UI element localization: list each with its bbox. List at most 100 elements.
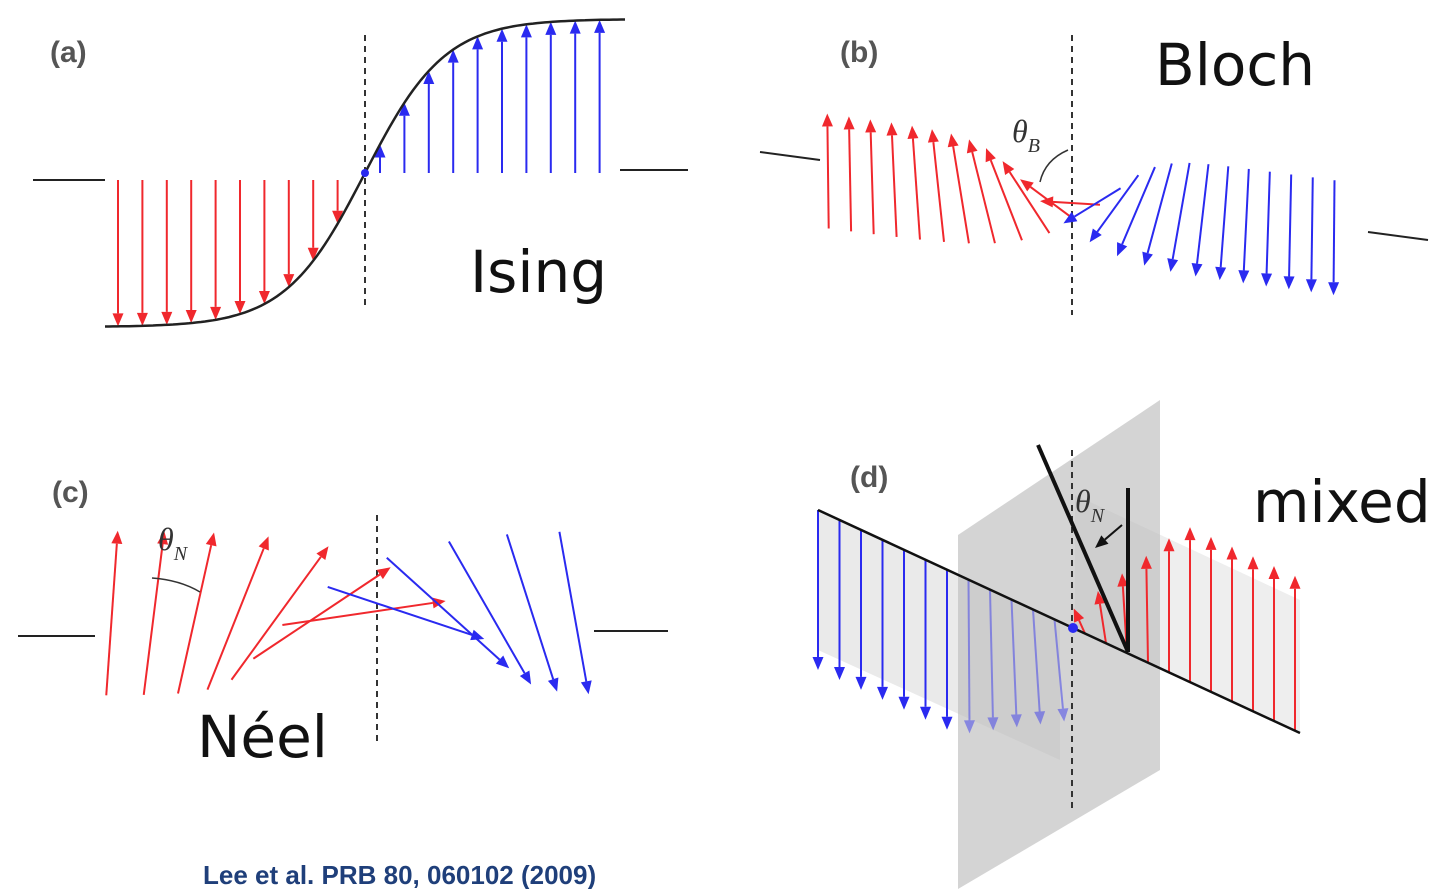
line <box>1332 180 1336 283</box>
angle-symbol: θ <box>158 521 174 557</box>
angle-subscript: N <box>1090 505 1106 527</box>
arrow-head <box>1117 573 1129 587</box>
line <box>1008 171 1051 234</box>
arrow-head <box>865 119 877 133</box>
citation: Lee et al. PRB 80, 060102 (2009) <box>203 860 596 889</box>
line <box>826 126 830 229</box>
arrow-head <box>821 113 833 127</box>
line <box>1036 444 1130 653</box>
line <box>1171 162 1191 260</box>
arrow-head <box>376 567 391 580</box>
arrow-head <box>941 716 953 730</box>
line <box>971 151 996 244</box>
panel-label: mixed <box>1253 468 1430 536</box>
line <box>1196 164 1210 264</box>
arrow-head <box>987 717 999 731</box>
arrow-head <box>1205 536 1217 550</box>
line <box>952 146 970 244</box>
line <box>1078 619 1086 634</box>
line <box>252 573 381 660</box>
line <box>848 129 853 232</box>
line <box>142 543 164 695</box>
arrow-head <box>947 133 959 148</box>
arrow-head <box>519 670 532 685</box>
line <box>1367 231 1429 241</box>
arrow-head <box>307 247 319 261</box>
arrow-head <box>185 310 197 324</box>
line <box>1052 200 1101 206</box>
angle-subscript: B <box>1028 135 1040 157</box>
line <box>911 138 921 240</box>
arrow-head <box>1247 556 1259 570</box>
arrow-head <box>1184 527 1196 541</box>
arrow-head <box>1305 279 1317 293</box>
arrow-head <box>1215 266 1227 281</box>
arrow-head <box>258 536 269 551</box>
arrow-head <box>1226 546 1238 560</box>
wall-plane <box>958 400 1160 889</box>
arrow-head <box>374 144 386 158</box>
arrow-head <box>431 597 446 609</box>
line <box>177 544 213 694</box>
arrow-head <box>398 102 410 116</box>
arrow-head <box>886 122 898 136</box>
arrow-head <box>547 677 559 692</box>
panel-tag: (b) <box>840 36 878 69</box>
arrow-head <box>1328 282 1340 296</box>
arrow-head <box>898 696 910 710</box>
arrow-head <box>985 148 996 163</box>
arrow-head <box>258 290 270 304</box>
arrow-head <box>920 706 931 720</box>
arrow-head <box>423 70 435 84</box>
arrow-head <box>877 686 888 700</box>
arrow-head <box>1142 251 1153 266</box>
panel-label: Néel <box>197 703 328 771</box>
arrow-head <box>234 301 246 315</box>
arrow-head <box>1034 711 1046 725</box>
arrow-head <box>136 312 148 326</box>
arrow-head <box>1283 276 1295 290</box>
panel-tag: (d) <box>850 461 888 494</box>
arrow-head <box>594 19 606 33</box>
arrow-head <box>1117 242 1128 257</box>
line <box>327 586 473 636</box>
line <box>386 556 501 661</box>
line <box>1219 166 1230 268</box>
panel-label: Bloch <box>1155 31 1315 99</box>
arrow-head <box>316 546 329 561</box>
angle-arc <box>151 577 201 593</box>
arrow-head <box>569 20 581 34</box>
line <box>1146 163 1173 254</box>
arrow-head <box>1089 228 1102 243</box>
arrow-head <box>855 676 867 690</box>
center-dot <box>1068 623 1078 633</box>
arrow-head <box>157 531 169 545</box>
arrow-head <box>545 21 557 35</box>
center-dot <box>361 169 369 177</box>
arrow-head <box>834 666 845 680</box>
line <box>759 151 821 161</box>
line <box>1029 186 1077 222</box>
line <box>1288 174 1293 277</box>
arrow-head <box>1238 270 1250 284</box>
arrow-head <box>1268 565 1280 579</box>
arrow-head <box>927 129 939 143</box>
line <box>890 135 898 238</box>
arrow-head <box>496 28 508 42</box>
line <box>1073 187 1122 218</box>
arrow-head <box>963 720 975 734</box>
angle-label: θN <box>1075 483 1106 527</box>
arrow-head <box>283 274 295 288</box>
arrow-head <box>447 49 459 63</box>
arrow-head <box>495 655 510 669</box>
angle-symbol: θ <box>1012 113 1028 149</box>
line <box>448 540 526 674</box>
arrow-head <box>112 313 124 327</box>
arrow-head <box>161 311 173 325</box>
angle-arc <box>1039 149 1069 183</box>
line <box>1121 166 1156 245</box>
line <box>1265 171 1271 274</box>
line <box>1104 524 1123 541</box>
